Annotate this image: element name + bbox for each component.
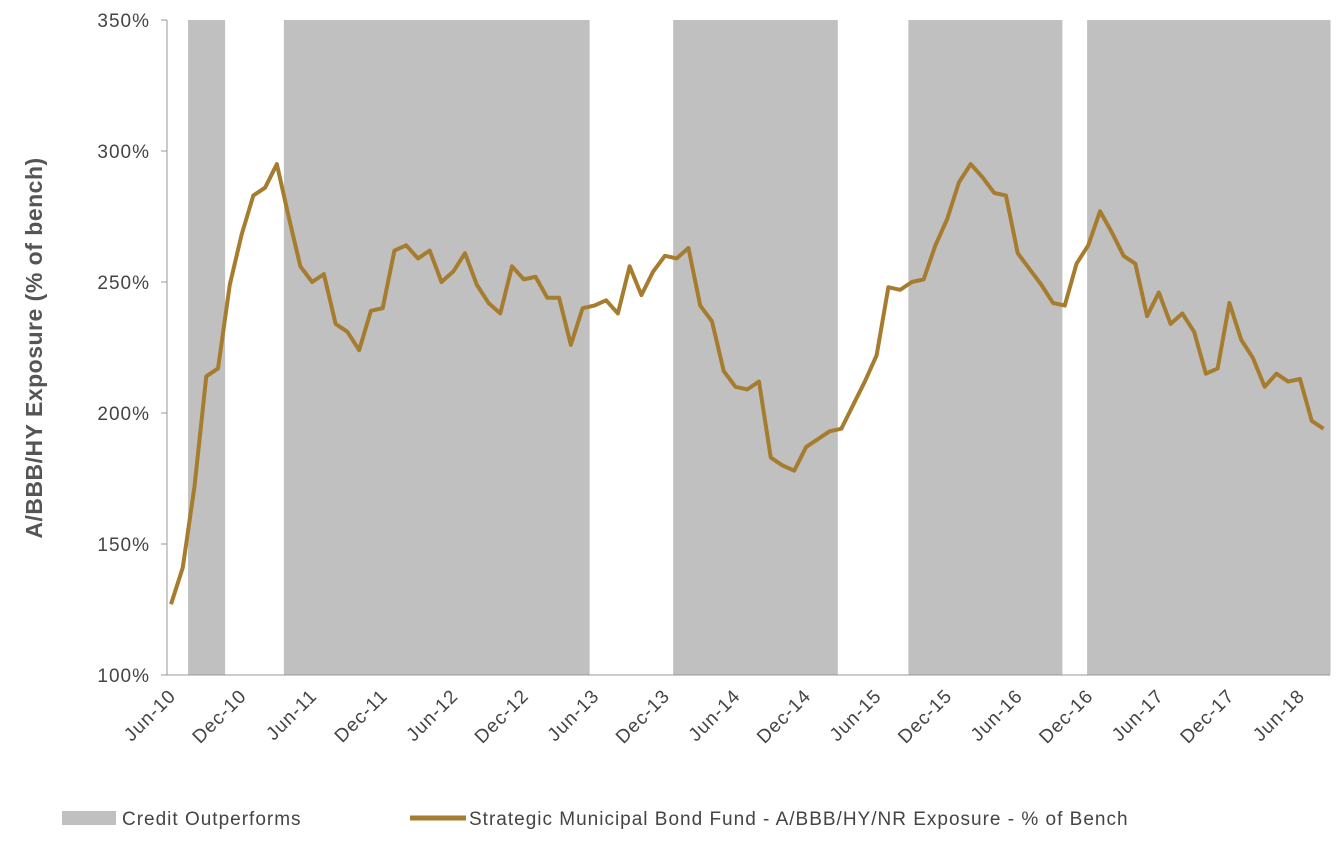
legend-label: Strategic Municipal Bond Fund - A/BBB/HY… xyxy=(469,809,1129,830)
y-axis-label: A/BBB/HY Exposure (% of bench) xyxy=(21,157,47,538)
x-tick-label: Dec-16 xyxy=(1035,686,1097,748)
x-tick-label: Jun-13 xyxy=(544,686,604,746)
x-tick-label: Jun-10 xyxy=(120,686,180,746)
y-tick-label: 100% xyxy=(97,666,150,687)
x-tick-label: Dec-14 xyxy=(753,686,815,748)
y-tick-label: 200% xyxy=(97,404,150,425)
shaded-region xyxy=(188,20,226,675)
x-tick-label: Jun-16 xyxy=(967,686,1027,746)
y-tick-label: 350% xyxy=(97,11,150,32)
x-tick-label: Jun-11 xyxy=(262,686,321,745)
y-tick-label: 250% xyxy=(97,273,150,294)
x-tick-label: Dec-11 xyxy=(331,686,392,747)
x-tick-label: Jun-12 xyxy=(403,686,463,746)
line-series xyxy=(169,162,1325,605)
legend-swatch xyxy=(62,811,116,825)
legend-label: Credit Outperforms xyxy=(122,809,302,830)
shaded-region xyxy=(908,20,1063,675)
x-tick-label: Jun-18 xyxy=(1249,686,1309,746)
shaded-region xyxy=(673,20,838,675)
x-tick-label: Jun-14 xyxy=(685,686,745,746)
x-tick-label: Jun-17 xyxy=(1108,686,1168,746)
x-tick-label: Dec-15 xyxy=(894,686,956,748)
y-tick-label: 150% xyxy=(97,535,150,556)
shaded-region xyxy=(283,20,590,675)
y-tick-label: 300% xyxy=(97,142,150,163)
shaded-region xyxy=(1087,20,1331,675)
shades xyxy=(188,20,1331,675)
x-tick-label: Dec-17 xyxy=(1177,686,1239,748)
x-tick-label: Dec-10 xyxy=(189,686,251,748)
x-tick-label: Dec-12 xyxy=(471,686,533,748)
x-tick-label: Dec-13 xyxy=(612,686,674,748)
x-tick-label: Jun-15 xyxy=(826,686,886,746)
